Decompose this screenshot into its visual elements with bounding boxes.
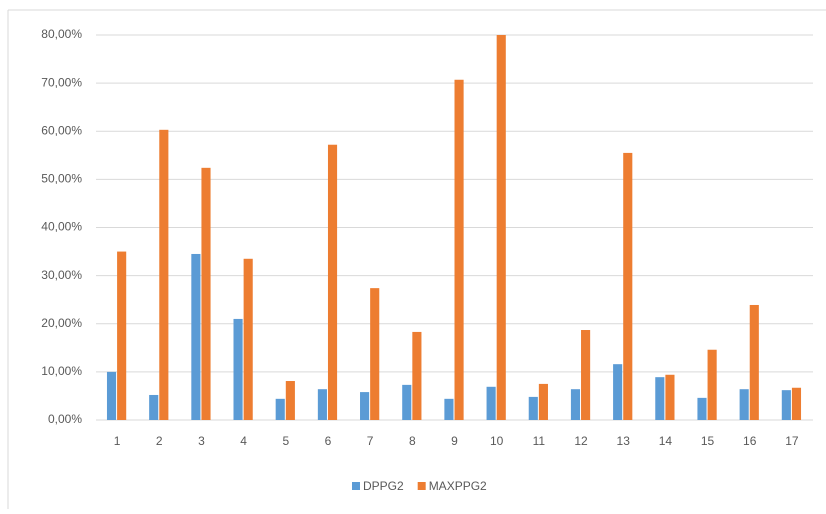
- x-tick-label: 11: [533, 434, 546, 448]
- bar: [613, 364, 623, 420]
- bar: [697, 397, 707, 420]
- bar: [106, 371, 117, 420]
- x-tick-label: 8: [409, 434, 416, 448]
- bar: [159, 129, 169, 420]
- y-tick-label: 70,00%: [41, 75, 82, 89]
- bar: [454, 79, 464, 420]
- x-tick-label: 13: [617, 434, 631, 448]
- x-tick-label: 15: [701, 434, 715, 448]
- y-tick-label: 80,00%: [41, 27, 82, 41]
- x-tick-label: 9: [451, 434, 458, 448]
- bar: [655, 377, 665, 420]
- bar: [275, 398, 285, 420]
- x-tick-label: 14: [659, 434, 673, 448]
- y-tick-label: 30,00%: [41, 268, 82, 282]
- bar: [581, 330, 591, 420]
- bar: [285, 381, 295, 420]
- x-tick-label: 6: [325, 434, 332, 448]
- bar: [191, 253, 201, 420]
- bar: [739, 389, 749, 420]
- bar: [749, 304, 759, 420]
- bar: [149, 394, 159, 420]
- y-tick-label: 20,00%: [41, 316, 82, 330]
- legend-label: MAXPPG2: [429, 479, 487, 493]
- bar: [317, 389, 327, 420]
- bar: [444, 398, 454, 420]
- bar: [486, 386, 496, 420]
- bar: [791, 387, 802, 420]
- bar: [402, 384, 412, 420]
- x-tick-label: 7: [367, 434, 374, 448]
- x-tick-label: 5: [282, 434, 289, 448]
- x-tick-label: 10: [490, 434, 504, 448]
- bar: [781, 390, 791, 420]
- bar: [707, 349, 717, 420]
- bar: [233, 318, 243, 420]
- bar: [117, 251, 127, 420]
- bar: [360, 392, 370, 420]
- x-tick-label: 2: [156, 434, 163, 448]
- bar: [570, 389, 581, 420]
- legend-swatch: [352, 482, 360, 490]
- y-tick-label: 10,00%: [41, 364, 82, 378]
- bar: [243, 258, 253, 420]
- legend-swatch: [417, 482, 426, 490]
- y-tick-label: 50,00%: [41, 172, 82, 186]
- x-tick-label: 17: [785, 434, 799, 448]
- bar: [665, 374, 675, 420]
- bar: [412, 331, 422, 420]
- x-tick-label: 1: [114, 434, 121, 448]
- bar: [201, 167, 211, 420]
- x-tick-label: 4: [240, 434, 247, 448]
- y-tick-label: 60,00%: [41, 123, 82, 137]
- legend-label: DPPG2: [363, 479, 404, 493]
- bar: [327, 144, 338, 420]
- x-tick-label: 3: [198, 434, 205, 448]
- x-tick-label: 12: [574, 434, 588, 448]
- x-tick-label: 16: [743, 434, 757, 448]
- bar: [496, 35, 506, 420]
- bar: [528, 396, 538, 420]
- bar: [623, 152, 633, 420]
- bar: [538, 383, 548, 420]
- bar: [370, 288, 380, 420]
- y-tick-label: 0,00%: [48, 412, 82, 426]
- y-tick-label: 40,00%: [41, 220, 82, 234]
